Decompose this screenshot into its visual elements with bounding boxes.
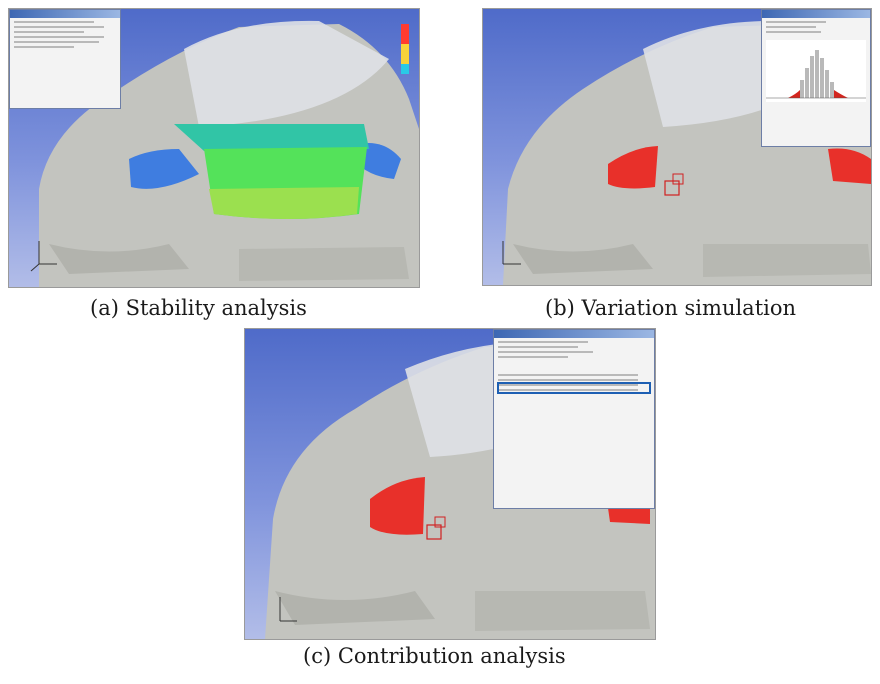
caption-b: (b) Variation simulation	[545, 296, 797, 320]
viewport-contribution	[244, 328, 656, 640]
coordinate-axes-icon	[279, 597, 297, 622]
taillight-left	[370, 477, 425, 535]
car-rear-render-a	[30, 20, 419, 287]
taillight-right	[828, 148, 871, 184]
caption-c: (c) Contribution analysis	[303, 644, 566, 668]
variation-results-window	[761, 9, 871, 147]
viewport-stability	[8, 8, 420, 288]
highlighted-contributor-row[interactable]	[497, 382, 651, 394]
coordinate-axes-icon	[502, 241, 521, 265]
contribution-results-window	[493, 329, 655, 509]
viewport-variation	[482, 8, 872, 286]
stability-table-window	[9, 9, 121, 109]
coordinate-axes-icon	[30, 241, 57, 272]
taillight-left	[608, 146, 658, 189]
caption-a: (a) Stability analysis	[90, 296, 307, 320]
histogram-icon	[766, 40, 866, 102]
